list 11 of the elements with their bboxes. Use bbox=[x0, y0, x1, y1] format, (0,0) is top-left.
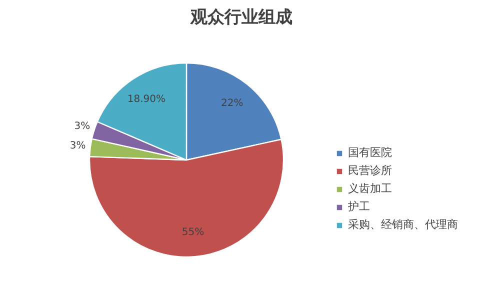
data-label: 18.90% bbox=[127, 94, 166, 105]
data-label: 22% bbox=[221, 98, 244, 109]
legend-label: 义齿加工 bbox=[348, 181, 392, 196]
data-label: 55% bbox=[182, 226, 204, 238]
data-label: 3% bbox=[70, 140, 86, 152]
legend-label: 国有医院 bbox=[348, 145, 392, 160]
data-label: 3% bbox=[74, 120, 90, 132]
chart-title: 观众行业组成 bbox=[190, 8, 292, 28]
legend-label: 护工 bbox=[348, 199, 370, 214]
legend-label: 采购、经销商、代理商 bbox=[348, 217, 458, 232]
legend-label: 民营诊所 bbox=[348, 163, 392, 178]
